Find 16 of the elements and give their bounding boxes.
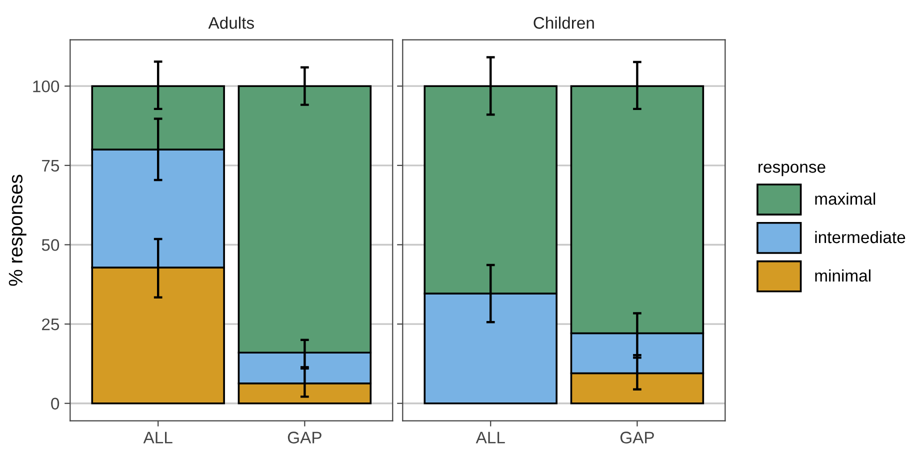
legend-title: response: [758, 164, 826, 176]
legend-label: intermediate: [815, 230, 906, 244]
x-tick-label: GAP: [288, 432, 322, 444]
x-tick-label: GAP: [620, 432, 654, 444]
x-tick-label: ALL: [143, 432, 172, 444]
y-axis-title: % responses: [8, 174, 26, 286]
y-tick-label: 25: [42, 318, 60, 330]
y-tick-label: 50: [42, 239, 60, 251]
y-tick-label: 75: [42, 160, 60, 172]
legend-label: minimal: [815, 269, 870, 282]
y-tick-label: 100: [33, 80, 60, 92]
chart-title: Children: [534, 16, 594, 29]
chart-title: Adults: [208, 16, 254, 29]
y-tick-label: 0: [51, 398, 60, 410]
x-tick-label: ALL: [476, 432, 505, 444]
legend-label: maximal: [815, 192, 876, 205]
